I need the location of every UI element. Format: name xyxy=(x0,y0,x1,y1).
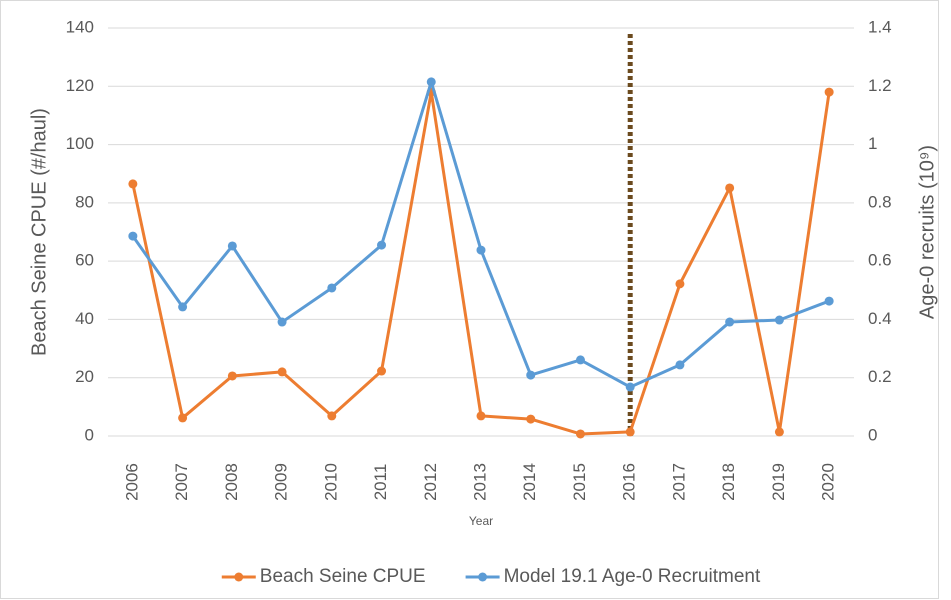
data-point xyxy=(476,245,486,255)
y2-tick-label: 0.8 xyxy=(868,192,892,211)
data-point xyxy=(476,411,486,421)
data-point xyxy=(426,77,436,87)
data-point xyxy=(725,317,735,327)
y2-tick-label: 1.2 xyxy=(868,76,892,95)
data-point xyxy=(327,411,337,421)
legend: Beach Seine CPUE Model 19.1 Age-0 Recruit… xyxy=(221,566,761,587)
y2-tick-label: 1 xyxy=(868,134,877,153)
y-tick-label: 80 xyxy=(75,192,94,211)
x-tick-label: 2009 xyxy=(272,463,291,501)
legend-label: Model 19.1 Age-0 Recruitment xyxy=(504,566,761,587)
y-axis-title: Beach Seine CPUE (#/haul) xyxy=(28,108,50,356)
data-point xyxy=(128,231,138,241)
data-point xyxy=(327,283,337,293)
data-point xyxy=(526,414,536,424)
y-tick-label: 140 xyxy=(66,17,94,36)
legend-marker xyxy=(234,572,244,582)
y-tick-label: 0 xyxy=(85,425,94,444)
data-point xyxy=(526,370,536,380)
x-tick-label: 2008 xyxy=(222,463,241,501)
y2-tick-label: 0.6 xyxy=(868,251,892,270)
x-tick-label: 2010 xyxy=(321,463,340,501)
x-tick-label: 2016 xyxy=(620,463,639,501)
data-point xyxy=(178,302,188,312)
y2-tick-label: 1.4 xyxy=(868,17,892,36)
x-axis-title: Year xyxy=(469,514,493,528)
legend-marker xyxy=(478,572,488,582)
y2-tick-label: 0 xyxy=(868,425,877,444)
x-tick-label: 2006 xyxy=(122,463,141,501)
x-tick-label: 2011 xyxy=(371,464,390,501)
x-tick-label: 2015 xyxy=(570,463,589,501)
y-tick-label: 20 xyxy=(75,367,94,386)
data-point xyxy=(625,427,635,437)
y2-axis-title: Age-0 recruits (10⁹) xyxy=(916,145,938,319)
data-point xyxy=(725,183,735,193)
data-point xyxy=(377,240,387,250)
data-point xyxy=(625,382,635,392)
data-point xyxy=(824,87,834,97)
y-tick-label: 100 xyxy=(66,134,94,153)
data-point xyxy=(277,367,287,377)
x-tick-label: 2012 xyxy=(421,463,440,501)
x-tick-label: 2007 xyxy=(172,463,191,501)
data-point xyxy=(774,427,784,437)
y2-tick-label: 0.2 xyxy=(868,367,892,386)
x-tick-label: 2014 xyxy=(520,463,539,501)
data-point xyxy=(824,296,834,306)
x-tick-label: 2020 xyxy=(819,463,838,501)
data-point xyxy=(128,179,138,189)
y-tick-label: 120 xyxy=(66,76,94,95)
x-tick-label: 2013 xyxy=(470,463,489,501)
y-tick-label: 60 xyxy=(75,251,94,270)
data-point xyxy=(377,366,387,376)
data-point xyxy=(675,279,685,289)
legend-label: Beach Seine CPUE xyxy=(260,566,426,587)
data-point xyxy=(774,315,784,325)
y-tick-label: 40 xyxy=(75,309,94,328)
data-point xyxy=(277,317,287,327)
x-tick-label: 2018 xyxy=(719,463,738,501)
data-point xyxy=(675,360,685,370)
data-point xyxy=(178,413,188,423)
data-point xyxy=(227,371,237,381)
data-point xyxy=(575,429,585,439)
x-tick-label: 2017 xyxy=(669,463,688,501)
data-point xyxy=(227,241,237,251)
x-tick-label: 2019 xyxy=(769,463,788,501)
y2-tick-label: 0.4 xyxy=(868,309,892,328)
data-point xyxy=(575,355,585,365)
